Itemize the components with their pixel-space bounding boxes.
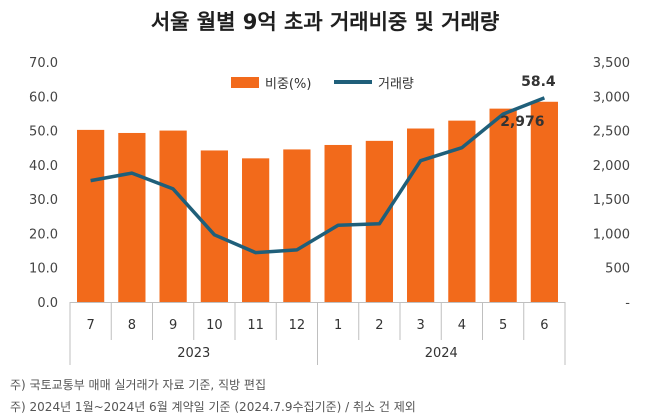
category-label: 9 — [169, 318, 177, 333]
bar — [407, 128, 435, 302]
bar — [159, 130, 187, 302]
left-tick-label: 40.0 — [29, 159, 58, 174]
category-label: 12 — [289, 318, 306, 333]
chart-title: 서울 월별 9억 초과 거래비중 및 거래량 — [150, 10, 500, 34]
right-tick-label: 500 — [605, 262, 630, 277]
line-series — [90, 96, 546, 255]
left-tick-label: 50.0 — [29, 125, 58, 140]
right-tick-label: - — [625, 296, 630, 311]
right-tick-label: 3,500 — [593, 56, 630, 71]
left-axis: 0.0 10.0 20.0 30.0 40.0 50.0 60.0 70.0 — [29, 56, 58, 311]
bar-last-data-label: 58.4 — [521, 74, 556, 90]
bar — [118, 132, 146, 302]
bar — [77, 129, 105, 302]
legend-bar-swatch — [231, 77, 259, 88]
right-tick-label: 1,500 — [593, 193, 630, 208]
line-path — [90, 96, 546, 255]
category-label: 4 — [458, 318, 466, 333]
bar-series — [77, 101, 558, 303]
category-label: 1 — [334, 318, 342, 333]
left-tick-label: 20.0 — [29, 227, 58, 242]
bar — [489, 108, 517, 302]
left-tick-label: 30.0 — [29, 193, 58, 208]
left-tick-label: 60.0 — [29, 90, 58, 105]
category-label: 8 — [128, 318, 136, 333]
right-tick-label: 2,000 — [593, 159, 630, 174]
line-last-data-label: 2,976 — [500, 114, 544, 130]
footnote-period: 주) 2024년 1월~2024년 6월 계약일 기준 (2024.7.9수집기… — [10, 400, 416, 414]
right-tick-label: 1,000 — [593, 227, 630, 242]
right-tick-label: 2,500 — [593, 125, 630, 140]
bar — [242, 158, 270, 302]
footnote-source: 주) 국토교통부 매매 실거래가 자료 기준, 직방 편집 — [10, 378, 266, 392]
legend: 비중(%) 거래량 — [231, 77, 414, 92]
category-label: 6 — [540, 318, 548, 333]
left-tick-label: 10.0 — [29, 262, 58, 277]
legend-bar-label: 비중(%) — [265, 77, 311, 92]
category-label: 11 — [247, 318, 264, 333]
right-axis: - 500 1,000 1,500 2,000 2,500 3,000 3,500 — [593, 56, 631, 311]
year-group-label: 2023 — [177, 346, 210, 361]
legend-line-label: 거래량 — [378, 77, 414, 92]
year-group-label: 2024 — [425, 346, 458, 361]
category-label: 7 — [86, 318, 94, 333]
right-tick-label: 3,000 — [593, 90, 630, 105]
combo-chart: 0.0 10.0 20.0 30.0 40.0 50.0 60.0 70.0 - 500 1,00… — [29, 56, 631, 365]
category-label: 3 — [416, 318, 424, 333]
left-tick-label: 70.0 — [29, 56, 58, 71]
bar — [283, 149, 311, 302]
bar — [530, 101, 558, 303]
left-tick-label: 0.0 — [37, 296, 58, 311]
category-label: 10 — [206, 318, 223, 333]
category-label: 2 — [375, 318, 383, 333]
category-label: 5 — [499, 318, 507, 333]
